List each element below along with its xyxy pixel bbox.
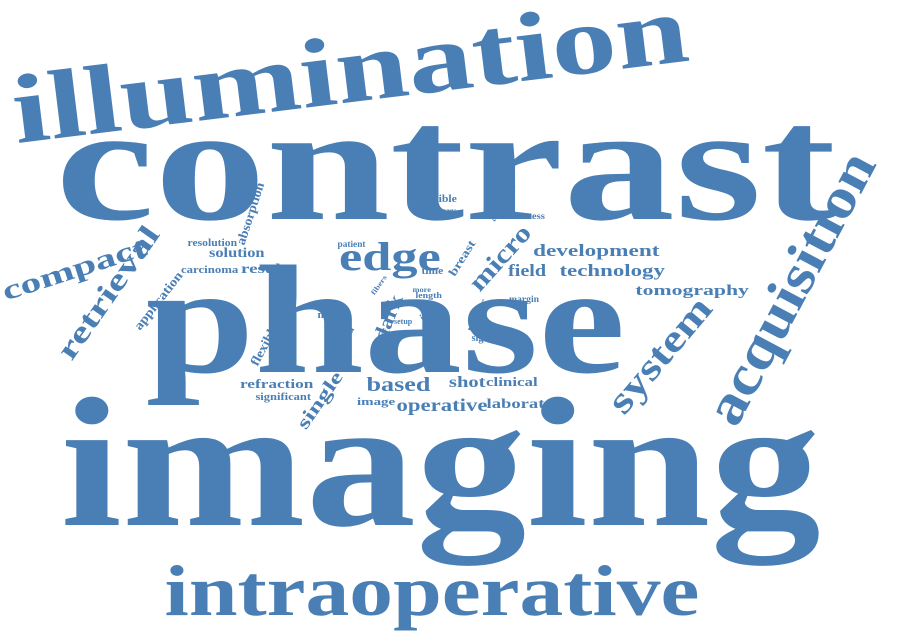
word-refraction: refraction [239, 375, 313, 391]
word-intraoperative: intraoperative [164, 551, 700, 631]
word-margin: margin [509, 293, 539, 304]
word-clinical: clinical [486, 373, 538, 389]
word-patient: patient [337, 238, 365, 249]
word-length: length [414, 291, 442, 300]
word-phase: phase [145, 233, 625, 406]
word-thickness: thickness [502, 210, 545, 221]
word-carcinoma: carcinoma [180, 263, 238, 276]
word-resolution: resolution [187, 238, 237, 249]
word-possible: possible [417, 194, 457, 205]
word-shot: shot [448, 374, 486, 391]
word-contrast: contrast [54, 71, 836, 255]
word-time: time [421, 264, 443, 277]
word-operative: operative [396, 395, 488, 415]
word-tomography: tomography [635, 282, 749, 299]
word-technology: technology [559, 260, 665, 280]
word-setup: setup [394, 317, 413, 326]
word-development: development [532, 240, 659, 260]
word-result: result [241, 262, 287, 277]
word-laboratory: laboratory [486, 397, 572, 412]
word-surgery: surgery [423, 205, 456, 216]
word-significant: significant [255, 392, 312, 403]
word-solution: solution [208, 246, 265, 261]
word-field: field [507, 260, 547, 280]
word-based: based [366, 374, 430, 396]
word-more: more [411, 285, 431, 294]
word-image: image [356, 395, 396, 408]
word-imaging: imaging [60, 360, 821, 566]
word-signal: signal [470, 333, 498, 344]
word-edge: edge [339, 234, 441, 279]
word-noise: noise [317, 308, 343, 321]
